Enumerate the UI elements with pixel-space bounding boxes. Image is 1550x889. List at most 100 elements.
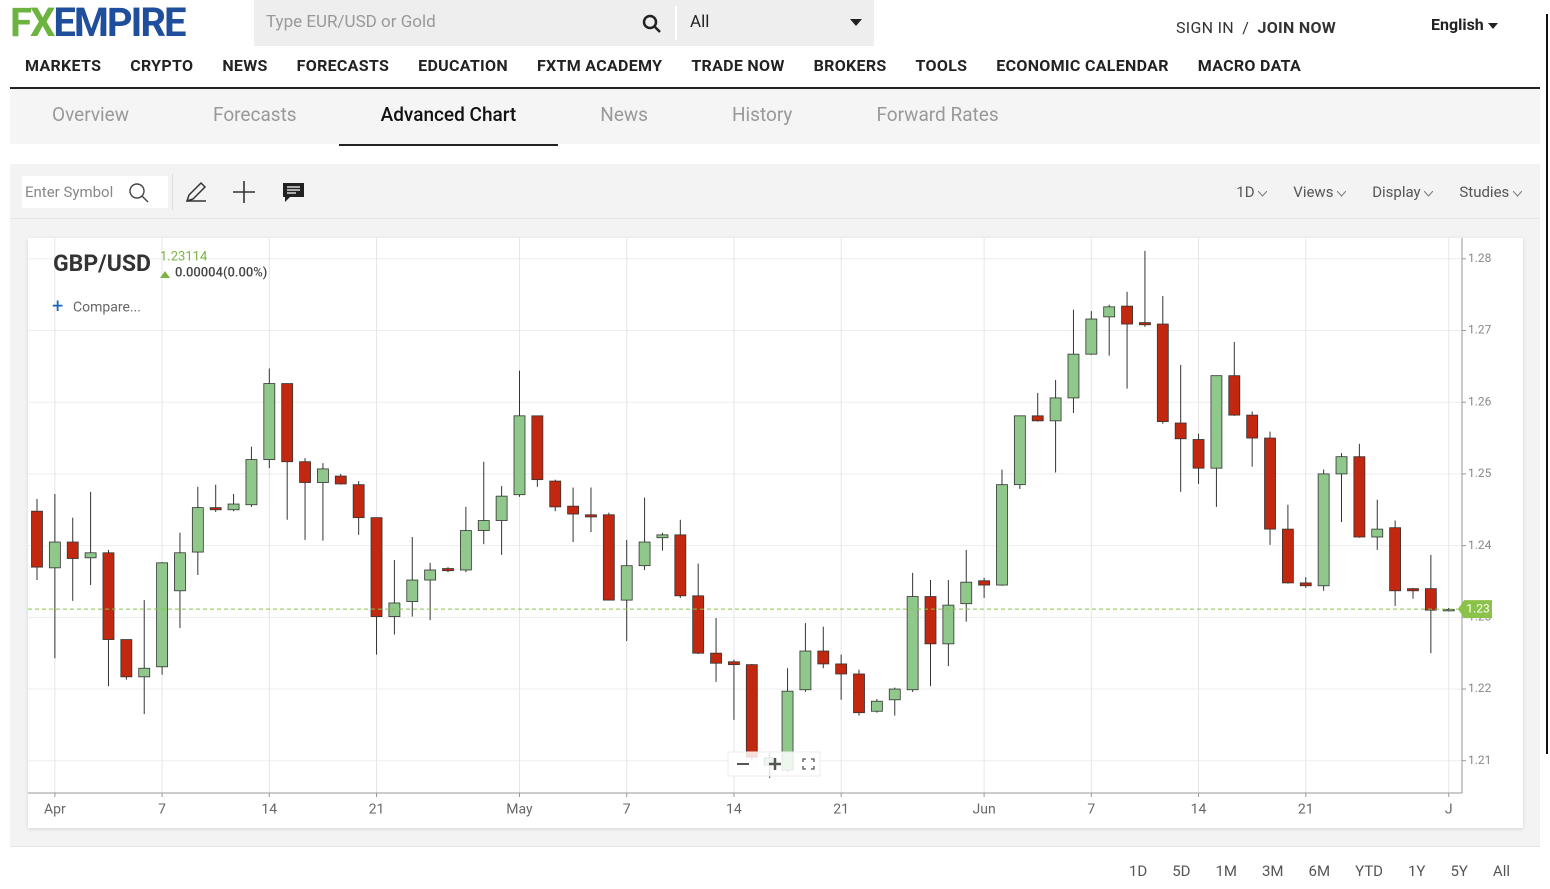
candle-body <box>1174 422 1187 440</box>
candle-body <box>692 595 705 654</box>
language[interactable]: English <box>1431 15 1498 34</box>
nav-item[interactable]: BROKERS <box>813 56 887 75</box>
nav-item[interactable]: FXTM ACADEMY <box>536 56 663 75</box>
x-tick-label: 21 <box>369 802 385 818</box>
candle-body <box>191 507 204 553</box>
candle-body <box>978 580 991 586</box>
sign-in[interactable]: SIGN IN <box>1176 18 1234 37</box>
candle-body <box>513 415 526 496</box>
x-tick-label: 7 <box>623 802 631 818</box>
tab[interactable]: Forecasts <box>213 103 297 126</box>
candle-body <box>1371 528 1384 538</box>
y-tick-label: 1.25 <box>1468 466 1492 480</box>
candle-body <box>156 562 168 668</box>
candle-body <box>442 568 454 572</box>
zoom-controls[interactable] <box>727 751 821 777</box>
candle-body <box>495 495 508 521</box>
candle-body <box>674 534 687 597</box>
candle-body <box>1353 456 1366 538</box>
range-button[interactable]: 1M <box>1215 862 1237 880</box>
candle-body <box>1299 582 1312 587</box>
compare-plus[interactable]: + <box>52 293 63 317</box>
chart-toolbar: Enter Symbol <box>10 164 1540 219</box>
candle-body <box>1049 397 1062 422</box>
candle-body <box>138 667 151 678</box>
tab[interactable]: Advanced Chart <box>338 89 559 146</box>
candle-body <box>1192 439 1205 469</box>
chart: GBP/USD 1.23114 0.00004(0.00%) + Compare… <box>28 238 1523 828</box>
range-button[interactable]: 6M <box>1308 862 1331 880</box>
symbol: GBP/USD <box>53 250 151 277</box>
range-button[interactable]: 1D <box>1128 862 1148 880</box>
nav-item[interactable]: TOOLS <box>915 56 968 75</box>
range-button[interactable]: 5Y <box>1450 862 1468 880</box>
tab[interactable]: History <box>731 103 793 126</box>
toolbar-menu[interactable]: Display <box>1372 183 1434 201</box>
candle-body <box>1246 414 1259 439</box>
symbol-placeholder: Enter Symbol <box>25 183 114 201</box>
candle-body <box>31 510 43 568</box>
x-tick-label: May <box>506 802 533 818</box>
nav-item[interactable]: TRADE NOW <box>691 56 785 75</box>
divider <box>10 846 1540 847</box>
candle-body <box>1389 527 1402 592</box>
scroll-edge <box>1546 14 1548 754</box>
compare[interactable]: Compare... <box>73 300 141 316</box>
candle-body <box>1407 588 1419 592</box>
toolbar-menu[interactable]: Views <box>1293 183 1347 201</box>
candle-body <box>1139 322 1151 326</box>
nav-item[interactable]: MARKETS <box>25 56 102 75</box>
candle-body <box>352 484 365 519</box>
candle-body <box>209 507 222 511</box>
x-tick-label: J <box>1445 802 1453 818</box>
toolbar-menu[interactable]: 1D <box>1236 183 1268 201</box>
nav-item[interactable]: FORECASTS <box>296 56 390 75</box>
nav-item[interactable]: CRYPTO <box>130 56 194 75</box>
zoom-in <box>769 758 781 770</box>
last-price-label: 1.23 <box>1466 601 1489 615</box>
range-button[interactable]: 1Y <box>1408 862 1426 880</box>
logo-fx: FX <box>10 0 55 46</box>
nav-item[interactable]: NEWS <box>222 56 268 75</box>
candle-body <box>799 650 812 691</box>
tab[interactable]: Forward Rates <box>876 103 999 126</box>
join-now[interactable]: JOIN NOW <box>1257 18 1337 37</box>
crosshair-icon[interactable] <box>232 180 256 204</box>
candle-body <box>245 459 258 506</box>
candle-body <box>906 596 919 691</box>
candle-body <box>888 688 901 701</box>
candle-body <box>728 661 740 666</box>
range-button[interactable]: YTD <box>1355 862 1383 880</box>
candle-body <box>1121 305 1133 325</box>
draw-icon[interactable] <box>184 180 208 204</box>
candle-body <box>317 468 329 483</box>
range-button[interactable]: All <box>1492 862 1510 880</box>
candle-body <box>1013 415 1026 486</box>
candle-body <box>263 383 276 460</box>
tab[interactable]: Overview <box>52 103 130 126</box>
search-icon[interactable] <box>642 14 662 34</box>
change: 0.00004(0.00%) <box>175 265 267 280</box>
nav-item[interactable]: EDUCATION <box>418 56 508 75</box>
nav-item[interactable]: MACRO DATA <box>1197 56 1302 75</box>
candle-body <box>84 552 97 559</box>
tab[interactable]: News <box>600 103 648 126</box>
candle-body <box>281 383 294 463</box>
symbol-input[interactable]: Enter Symbol <box>22 176 168 208</box>
y-tick-label: 1.22 <box>1468 681 1492 695</box>
candle-body <box>174 552 186 592</box>
candle-body <box>620 565 633 601</box>
chevron <box>1257 190 1268 197</box>
nav-item[interactable]: ECONOMIC CALENDAR <box>996 56 1169 75</box>
search-box[interactable]: Type EUR/USD or Gold All <box>254 0 874 46</box>
filter-select[interactable]: All <box>690 12 710 32</box>
search-icon <box>129 183 149 203</box>
toolbar-menu[interactable]: Studies <box>1459 183 1523 201</box>
comment-icon[interactable] <box>282 182 306 204</box>
logo[interactable]: FXEMPIRE <box>10 0 186 46</box>
range-button[interactable]: 5D <box>1172 862 1191 880</box>
range-button[interactable]: 3M <box>1262 862 1284 880</box>
candle-body <box>299 461 311 483</box>
candle-body <box>960 581 973 605</box>
